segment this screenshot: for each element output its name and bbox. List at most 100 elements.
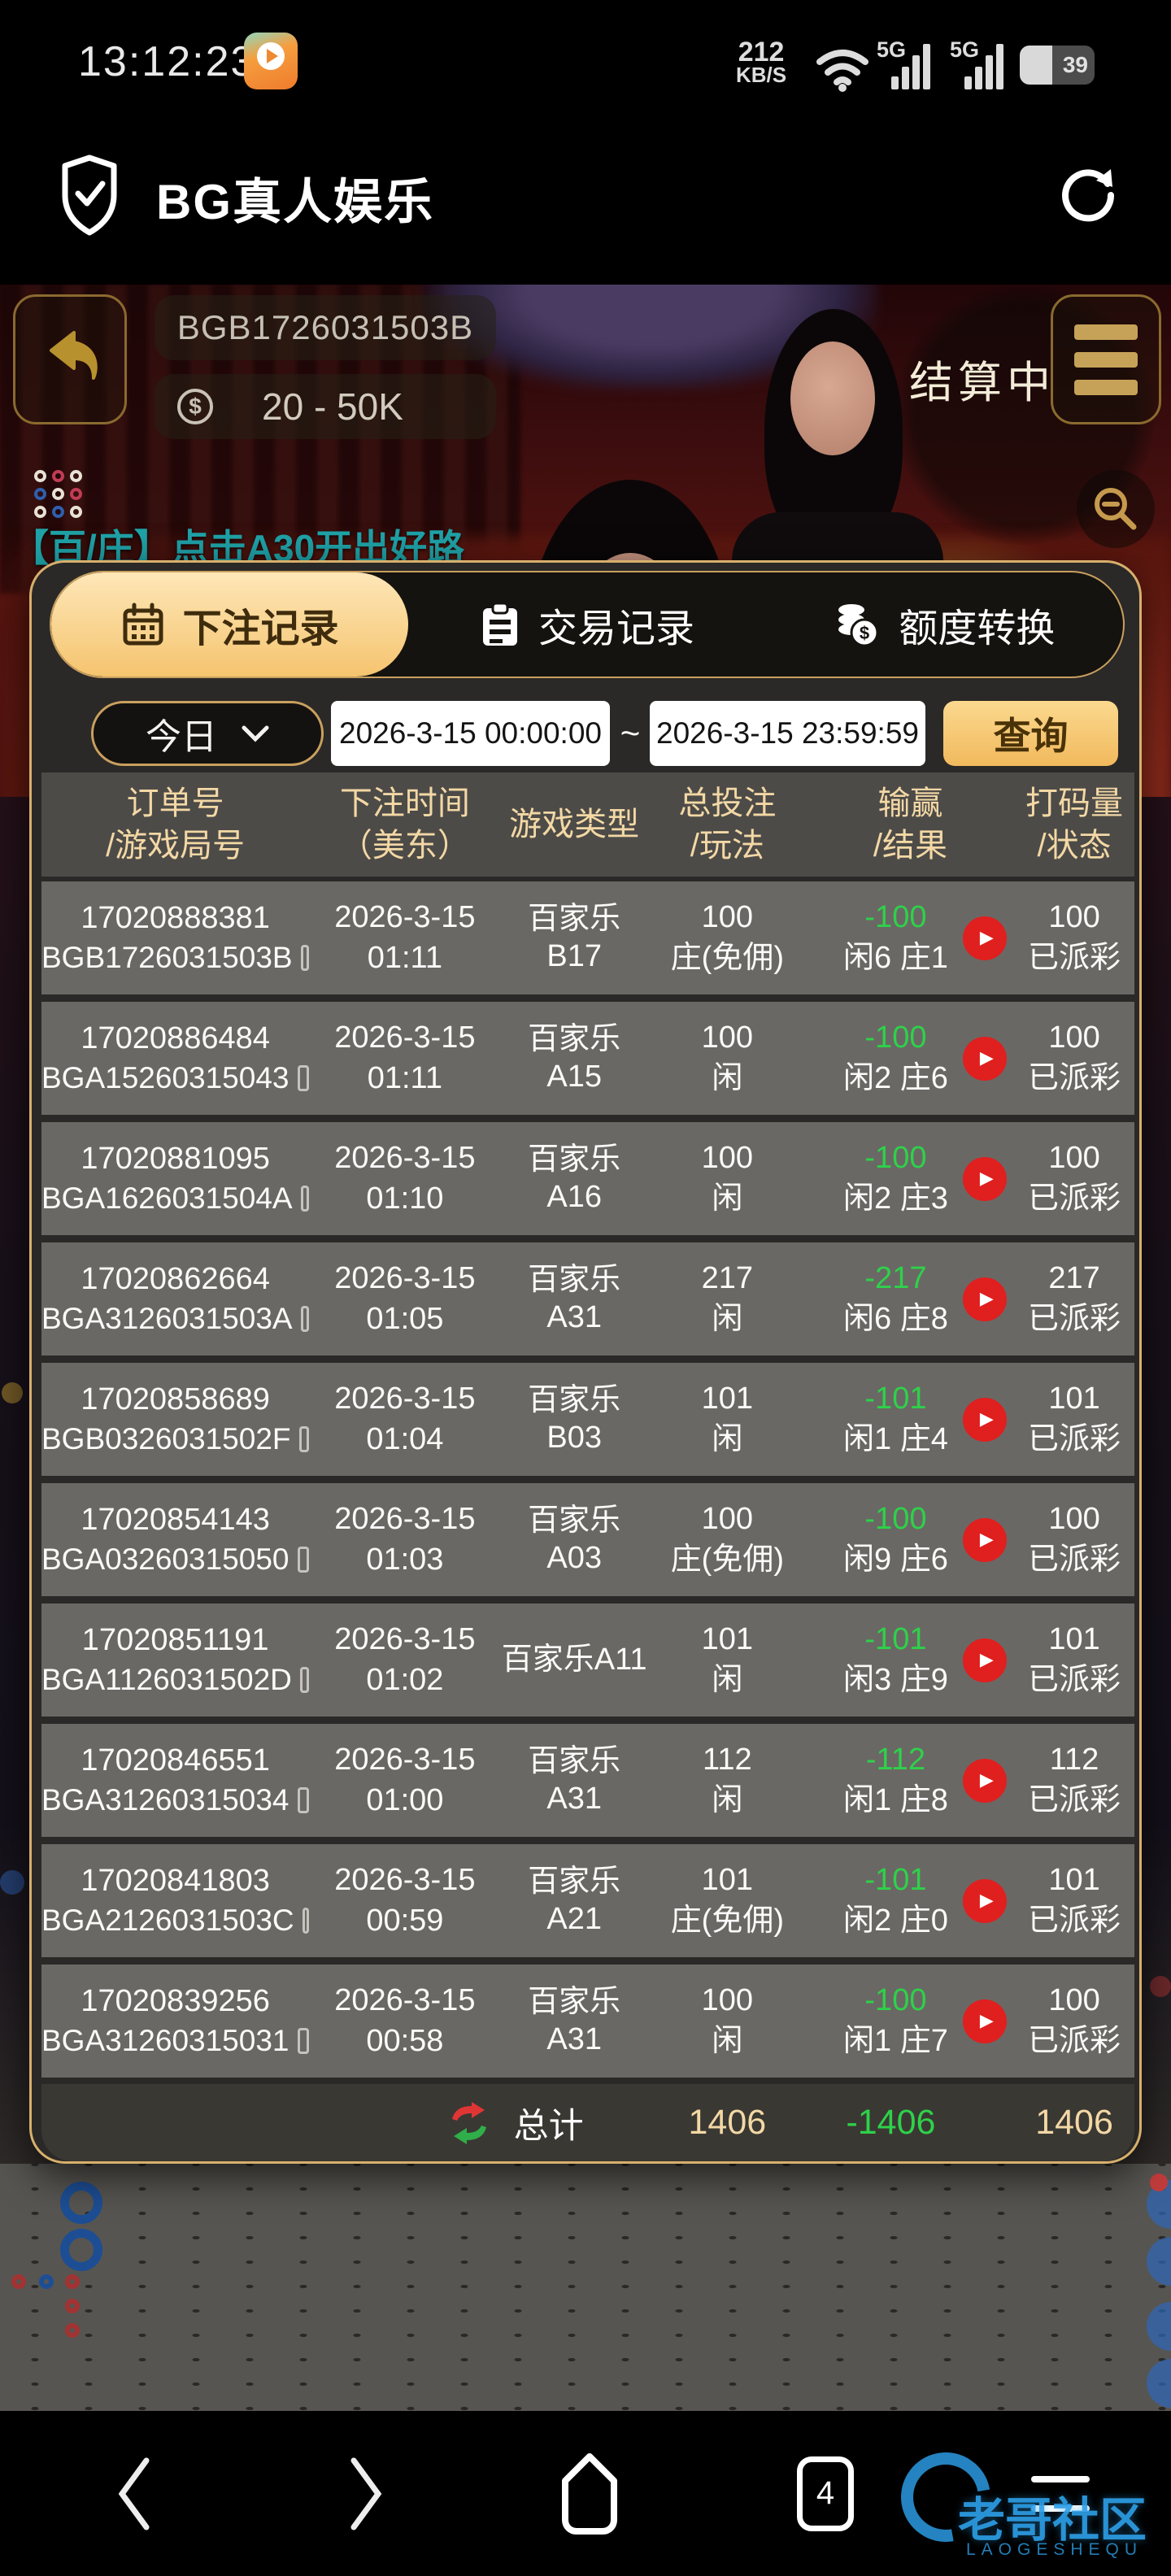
result-cell: -101 闲1 庄4 ▶ bbox=[807, 1381, 1014, 1458]
bet-limit-badge: $ 20 - 50K bbox=[155, 374, 496, 439]
nav-back-button[interactable] bbox=[98, 2411, 171, 2576]
copy-icon[interactable] bbox=[297, 1908, 323, 1946]
signal-icon-1: 5G bbox=[877, 37, 930, 94]
calendar-icon bbox=[123, 603, 163, 646]
bet-cell: 100 闲 bbox=[701, 1140, 754, 1216]
copy-icon[interactable] bbox=[295, 1306, 321, 1344]
big-road-banker-ring bbox=[60, 2182, 102, 2224]
order-id: 17020846551 bbox=[81, 1743, 270, 1778]
time-cell: 2026-3-15 01:10 bbox=[334, 1140, 476, 1216]
small-road-ring bbox=[11, 2274, 26, 2289]
round-id: BGA15260315043 bbox=[41, 1061, 289, 1095]
game-cell: 百家乐A21 bbox=[528, 1864, 621, 1936]
wager-cell: 100 已派彩 bbox=[1028, 1501, 1121, 1577]
copy-icon[interactable] bbox=[292, 1787, 319, 1825]
nav-menu-button[interactable] bbox=[1031, 2411, 1090, 2576]
replay-button[interactable]: ▶ bbox=[962, 916, 1007, 960]
date-to-input[interactable]: 2026-3-15 23:59:59 bbox=[650, 701, 925, 766]
copy-icon[interactable] bbox=[294, 1667, 322, 1705]
small-road-ring bbox=[65, 2274, 80, 2289]
order-cell: 17020851191 BGA1126031502D bbox=[41, 1622, 322, 1705]
copy-icon[interactable] bbox=[295, 1186, 321, 1224]
copy-icon[interactable] bbox=[292, 2028, 319, 2066]
order-cell: 17020846551 BGA31260315034 bbox=[41, 1743, 319, 1825]
time-cell: 2026-3-15 01:11 bbox=[334, 899, 476, 975]
order-cell: 17020839256 BGA31260315031 bbox=[41, 1983, 319, 2066]
replay-button[interactable]: ▶ bbox=[962, 1999, 1007, 2043]
small-road-ring bbox=[65, 2323, 80, 2338]
game-cell: 百家乐A31 bbox=[528, 1262, 621, 1334]
refresh-button[interactable] bbox=[1057, 161, 1119, 227]
wager-cell: 100 已派彩 bbox=[1028, 899, 1121, 975]
search-button[interactable]: 查询 bbox=[943, 701, 1118, 766]
order-id: 17020841803 bbox=[81, 1863, 270, 1898]
clock: 13:12:23 bbox=[78, 38, 256, 85]
date-range-dropdown[interactable]: 今日 bbox=[91, 701, 324, 766]
order-id: 17020881095 bbox=[81, 1141, 270, 1176]
nav-recents-button[interactable]: 4 bbox=[781, 2411, 870, 2576]
replay-button[interactable]: ▶ bbox=[962, 1638, 1007, 1682]
result-cell: -100 闲6 庄1 ▶ bbox=[807, 899, 1014, 977]
tab-bar: 下注记录 交易记录 $ 额度转换 bbox=[50, 571, 1125, 678]
menu-button[interactable] bbox=[1051, 294, 1161, 424]
order-id: 17020854143 bbox=[81, 1502, 270, 1537]
copy-icon[interactable] bbox=[292, 1547, 319, 1585]
replay-button[interactable]: ▶ bbox=[962, 1397, 1007, 1442]
order-cell: 17020841803 BGA2126031503C bbox=[41, 1863, 323, 1946]
wager-cell: 100 已派彩 bbox=[1028, 1020, 1121, 1095]
roadmap-grid-icon[interactable] bbox=[34, 470, 85, 520]
wager-cell: 217 已派彩 bbox=[1028, 1260, 1121, 1336]
copy-icon[interactable] bbox=[292, 1065, 319, 1103]
order-id: 17020858689 bbox=[81, 1382, 270, 1416]
round-id: BGA2126031503C bbox=[41, 1904, 294, 1938]
result-cell: -100 闲2 庄6 ▶ bbox=[807, 1020, 1014, 1097]
order-cell: 17020888381 BGB1726031503B bbox=[41, 900, 321, 983]
zoom-out-button[interactable] bbox=[1077, 470, 1155, 548]
date-from-input[interactable]: 2026-3-15 00:00:00 bbox=[331, 701, 610, 766]
table-row: 17020839256 BGA31260315031 2026-3-15 00:… bbox=[41, 1965, 1134, 2078]
table-body: 17020888381 BGB1726031503B 2026-3-15 01:… bbox=[41, 881, 1134, 2085]
replay-button[interactable]: ▶ bbox=[962, 1878, 1007, 1923]
round-id: BGB0326031502F bbox=[41, 1422, 291, 1456]
result-cell: -100 闲9 庄6 ▶ bbox=[807, 1501, 1014, 1578]
shield-check-icon[interactable] bbox=[57, 153, 122, 242]
wifi-icon bbox=[813, 42, 872, 97]
nav-home-button[interactable] bbox=[545, 2411, 634, 2576]
bet-cell: 217 闲 bbox=[701, 1260, 754, 1336]
order-id: 17020886484 bbox=[81, 1020, 270, 1055]
nav-forward-button[interactable] bbox=[329, 2411, 403, 2576]
replay-button[interactable]: ▶ bbox=[962, 1277, 1007, 1321]
video-app-icon bbox=[244, 33, 298, 89]
tab-bet-records[interactable]: 下注记录 bbox=[51, 572, 409, 677]
system-nav-bar: 4 bbox=[0, 2411, 1171, 2576]
copy-icon[interactable] bbox=[295, 945, 321, 983]
order-id: 17020839256 bbox=[81, 1983, 270, 2018]
table-row: 17020854143 BGA03260315050 2026-3-15 01:… bbox=[41, 1483, 1134, 1596]
total-label: 总计 bbox=[513, 2106, 584, 2146]
bet-cell: 100 闲 bbox=[701, 1982, 754, 2058]
replay-button[interactable]: ▶ bbox=[962, 1517, 1007, 1562]
replay-button[interactable]: ▶ bbox=[962, 1156, 1007, 1201]
bet-cell: 100 庄(免佣) bbox=[670, 1501, 784, 1577]
tab-transaction-records[interactable]: 交易记录 bbox=[408, 572, 765, 677]
round-id: BGB1726031503B bbox=[41, 941, 293, 975]
game-cell: 百家乐A03 bbox=[528, 1503, 621, 1575]
game-cell: 百家乐A11 bbox=[501, 1642, 647, 1677]
status-bar: 13:12:23 212 KB/S 5G 5G 39 bbox=[0, 0, 1171, 130]
order-cell: 17020854143 BGA03260315050 bbox=[41, 1502, 319, 1585]
battery-icon: 39 bbox=[1020, 46, 1095, 85]
time-cell: 2026-3-15 00:59 bbox=[334, 1862, 476, 1938]
round-id: BGA3126031503A bbox=[41, 1302, 293, 1336]
back-button[interactable] bbox=[13, 294, 127, 424]
replay-button[interactable]: ▶ bbox=[962, 1758, 1007, 1803]
replay-button[interactable]: ▶ bbox=[962, 1036, 1007, 1081]
date-separator: ~ bbox=[620, 714, 641, 752]
tab-quota-transfer[interactable]: $ 额度转换 bbox=[766, 572, 1123, 677]
table-row: 17020846551 BGA31260315034 2026-3-15 01:… bbox=[41, 1724, 1134, 1837]
bet-cell: 100 庄(免佣) bbox=[670, 899, 784, 975]
time-cell: 2026-3-15 01:05 bbox=[334, 1260, 476, 1336]
copy-icon[interactable] bbox=[294, 1426, 320, 1464]
round-id: BGA1626031504A bbox=[41, 1181, 293, 1216]
battery-level: 39 bbox=[1062, 52, 1088, 77]
app-header: BG真人娱乐 bbox=[0, 130, 1171, 285]
